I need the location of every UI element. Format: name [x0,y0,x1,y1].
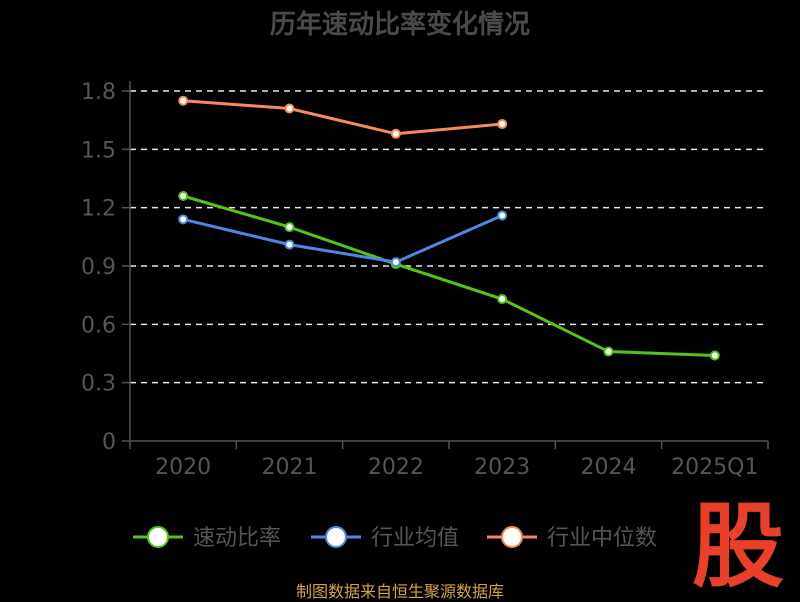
stock-logo-glyph: 股 [692,496,784,588]
gridlines [130,90,768,384]
x-tick-label: 2023 [474,455,530,480]
data-point [284,222,295,233]
data-point [497,210,508,221]
legend-label: 速动比率 [193,526,281,551]
y-tick-label: 1.2 [81,197,116,222]
data-point [390,257,401,268]
data-point [497,294,508,305]
y-tick-label: 1.8 [81,80,116,105]
data-point [390,128,401,139]
series-2 [178,95,508,139]
y-tick-label: 1.5 [81,138,116,163]
data-point [284,103,295,114]
data-point [178,214,189,225]
legend-marker [501,526,523,548]
stock-logo: 股 [692,496,784,588]
data-source-note: 制图数据来自恒生聚源数据库 [295,582,504,601]
legend-marker [147,526,169,548]
series-0 [178,191,720,361]
legend-marker [325,526,347,548]
y-tick-label: 0.9 [81,255,116,280]
x-tick-label: 2025Q1 [671,455,758,480]
y-tick-label: 0.3 [81,372,116,397]
legend-item[interactable]: 行业均值 [311,526,459,551]
axes: 0 0.3 0.6 0.9 1.2 1.5 1.8 2020 2021 2022 2023 2024 2… [81,80,769,480]
legend-item[interactable]: 速动比率 [133,526,281,551]
x-tick-label: 2020 [155,455,211,480]
x-tick-label: 2024 [581,455,637,480]
x-tick-label: 2021 [262,455,318,480]
data-point [603,346,614,357]
legend-label: 行业均值 [371,526,459,551]
data-point [178,191,189,201]
data-point [709,350,720,361]
legend-item[interactable]: 行业中位数 [487,526,657,551]
series-line [183,99,503,136]
legend: 速动比率 行业均值 行业中位数 [133,526,657,551]
data-point [284,239,295,250]
chart-title: 历年速动比率变化情况 [270,9,530,40]
y-tick-label: 0.6 [81,313,116,338]
series-layer [178,95,720,361]
series-line [182,214,503,264]
series-1 [178,210,508,268]
legend-label: 行业中位数 [547,526,657,551]
data-point [178,95,189,106]
x-tick-label: 2022 [368,455,424,480]
data-point [497,119,508,130]
series-line [182,194,715,357]
y-tick-label: 0 [102,430,116,455]
